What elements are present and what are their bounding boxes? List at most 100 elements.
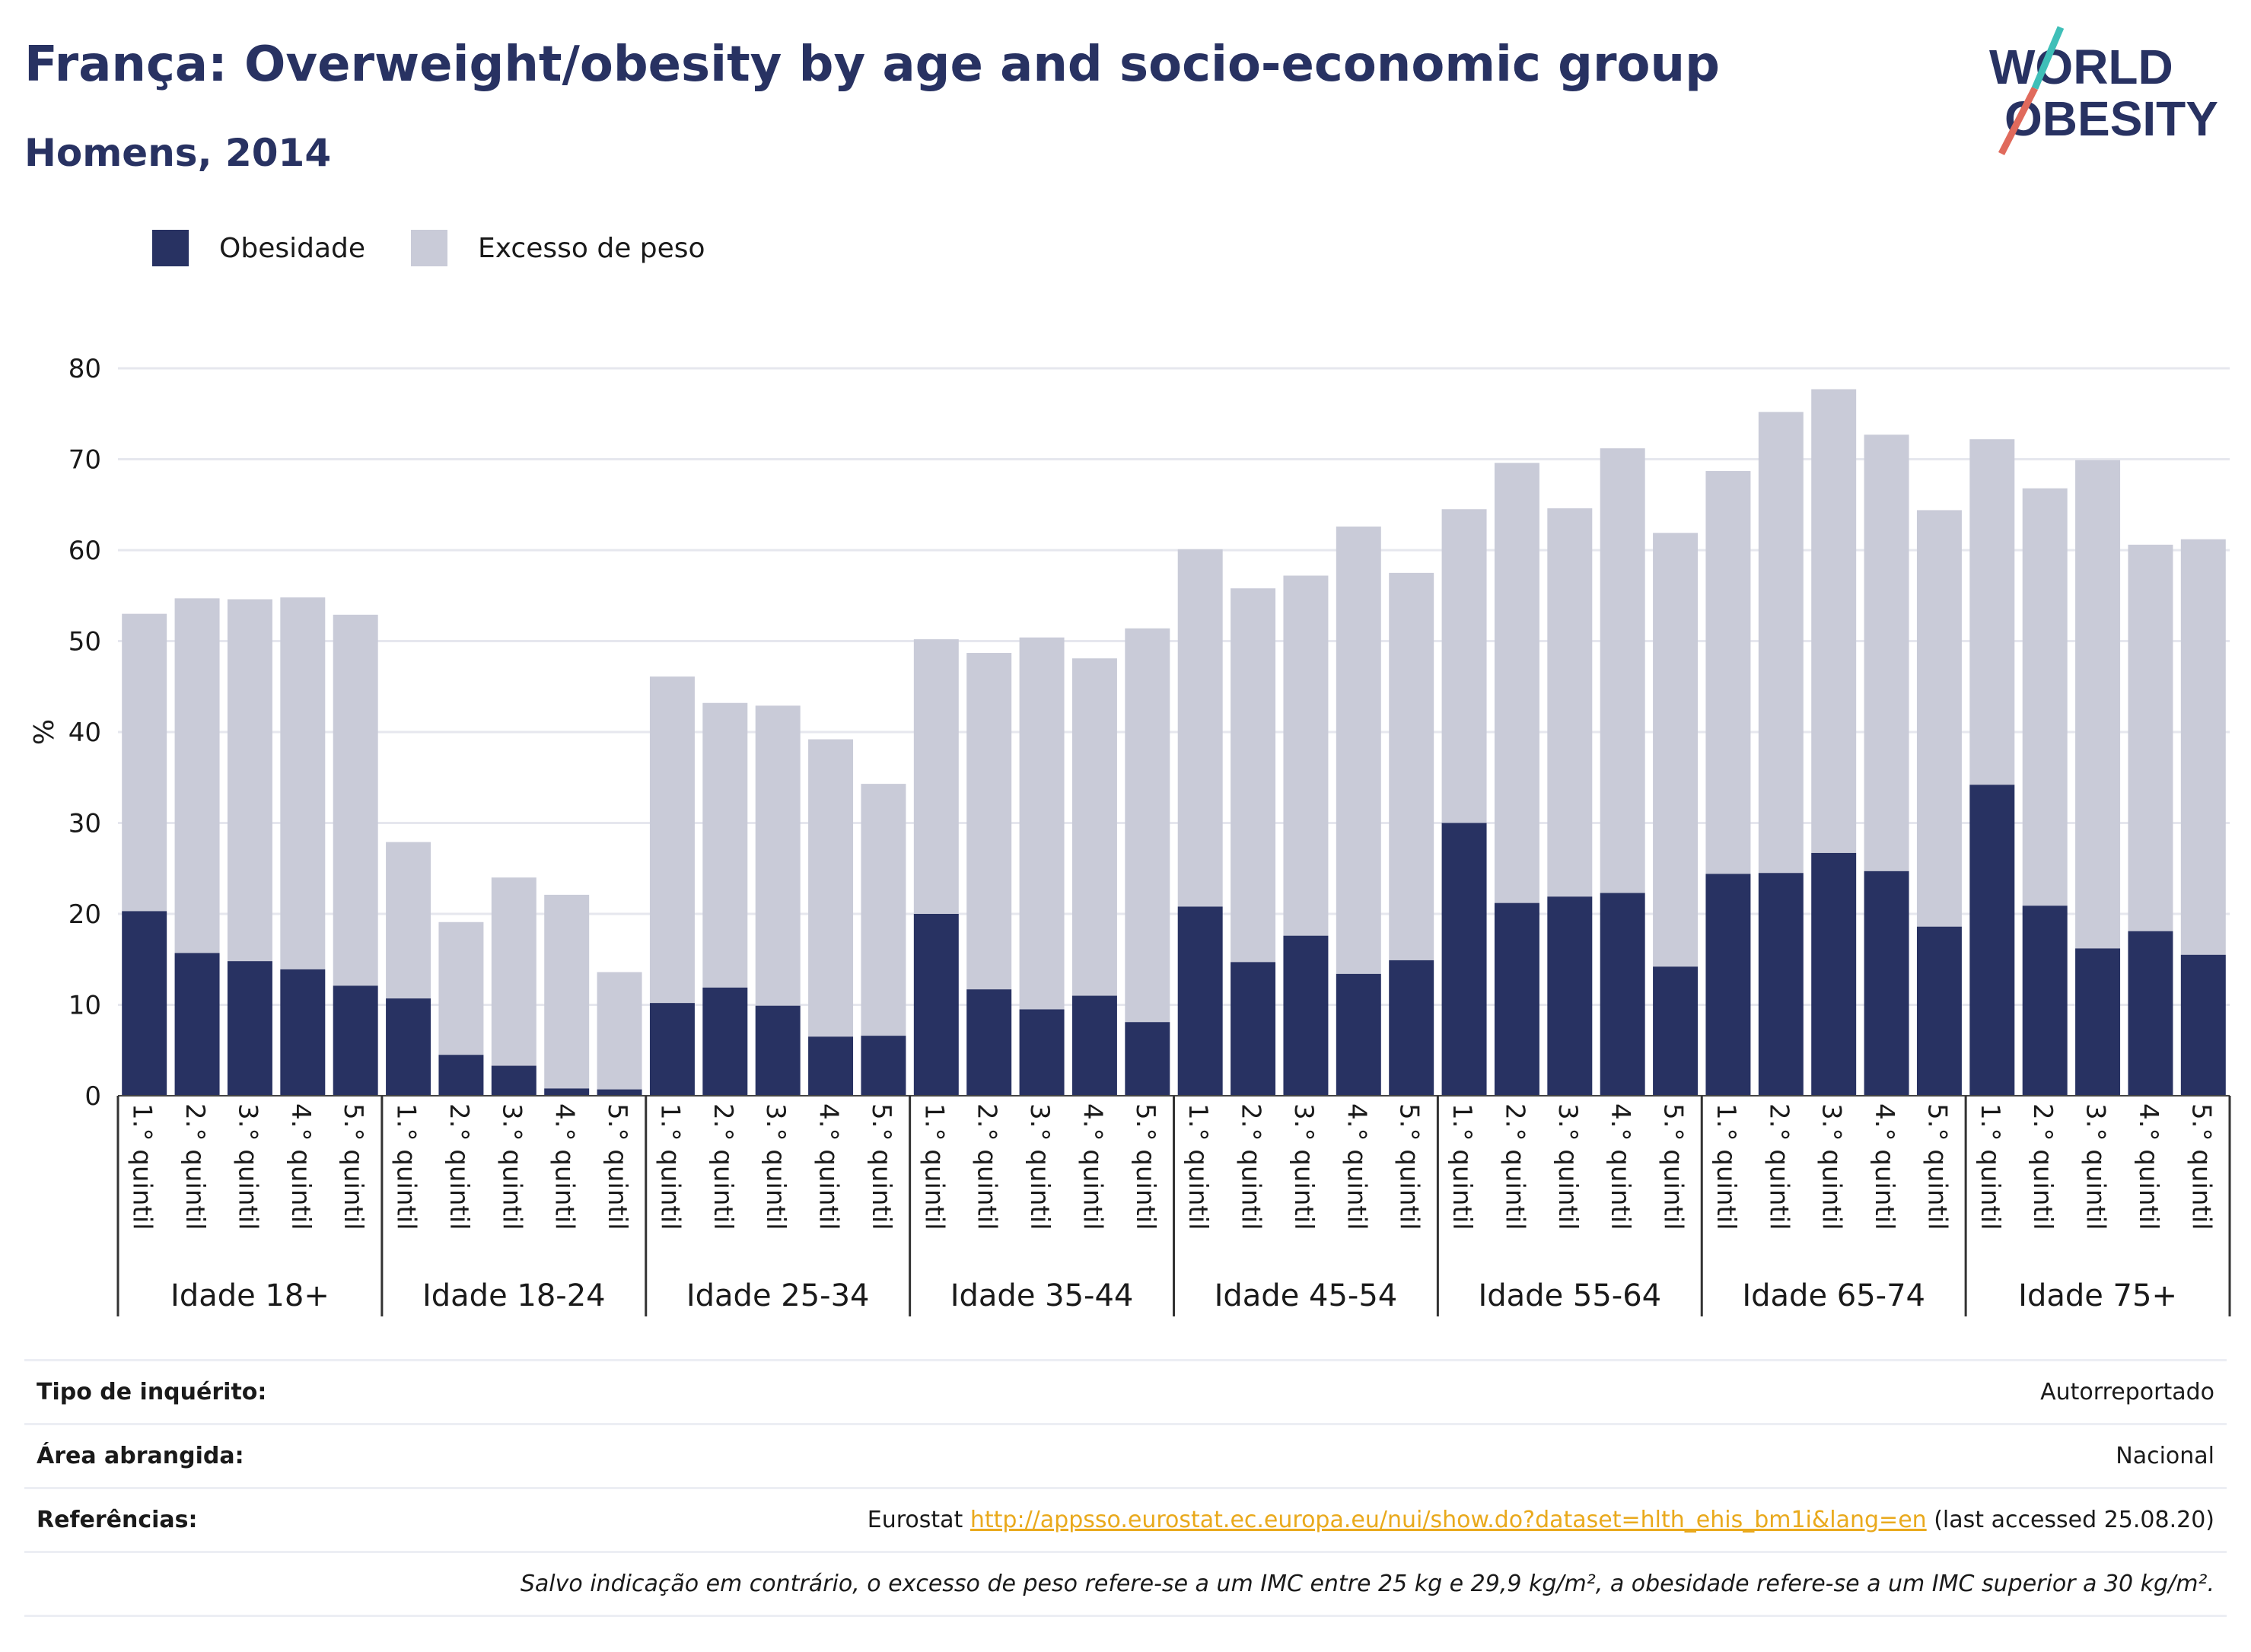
x-tick-label: 1.° quintil: [1975, 1103, 2005, 1230]
bar-obesity: [1600, 893, 1645, 1096]
group-label: Idade 55-64: [1478, 1278, 1661, 1313]
bar-overweight: [649, 676, 695, 1004]
bar-obesity: [2075, 948, 2121, 1096]
bar-obesity: [1019, 1009, 1065, 1096]
x-tick-label: 5.° quintil: [1921, 1103, 1952, 1230]
bar-obesity: [1071, 995, 1117, 1096]
bar-overweight: [808, 739, 854, 1037]
x-tick-label: 5.° quintil: [602, 1103, 632, 1230]
bar-obesity: [1494, 902, 1539, 1096]
x-tick-label: 5.° quintil: [2186, 1103, 2216, 1230]
references-link[interactable]: http://appsso.eurostat.ec.europa.eu/nui/…: [969, 1507, 1927, 1533]
y-tick-label: 30: [68, 809, 101, 839]
bar-overweight: [1916, 510, 1962, 927]
bar-overweight: [861, 784, 906, 1036]
definition-note: Salvo indicação em contrário, o excesso …: [520, 1571, 2214, 1597]
x-tick-label: 1.° quintil: [919, 1103, 949, 1230]
group-label: Idade 35-44: [950, 1278, 1134, 1313]
bar-overweight: [1125, 628, 1170, 1023]
bar-obesity: [966, 989, 1012, 1096]
references-suffix: (last accessed 25.08.20): [1934, 1507, 2214, 1533]
bar-obesity: [1177, 906, 1223, 1096]
group-label: Idade 18-24: [422, 1278, 606, 1313]
bar-overweight: [544, 894, 590, 1089]
bar-overweight: [333, 614, 378, 986]
bar-overweight: [2180, 539, 2226, 955]
bar-overweight: [174, 598, 220, 953]
group-label: Idade 45-54: [1215, 1278, 1398, 1313]
bar-overweight: [1653, 533, 1699, 967]
bar-obesity: [1441, 823, 1487, 1096]
bar-overweight: [1177, 549, 1223, 907]
bar-obesity: [1231, 962, 1276, 1096]
x-tick-label: 1.° quintil: [127, 1103, 158, 1230]
references-prefix: Eurostat: [867, 1507, 963, 1533]
bar-obesity: [122, 911, 167, 1096]
bar-obesity: [1547, 896, 1593, 1096]
bar-obesity: [438, 1055, 484, 1096]
group-label: Idade 18+: [170, 1278, 330, 1313]
world-obesity-logo: WORLD OBESITY: [1989, 26, 2218, 156]
x-tick-label: 2.° quintil: [180, 1103, 210, 1230]
bar-overweight: [1758, 412, 1804, 874]
bar-obesity: [1653, 966, 1699, 1096]
bar-obesity: [702, 987, 748, 1096]
stacked-bar-chart: 0 10 20 30 40 50 60 70 80% 1.° quintil 2.° quintil…: [29, 354, 2231, 1316]
logo-line1: WORLD: [1989, 40, 2173, 94]
bar-obesity: [1916, 926, 1962, 1096]
x-tick-label: 5.° quintil: [1658, 1103, 1689, 1230]
bar-obesity: [2022, 906, 2068, 1096]
bar-overweight: [1705, 471, 1751, 874]
bar-obesity: [808, 1036, 854, 1096]
x-tick-label: 5.° quintil: [1394, 1103, 1425, 1230]
bar-obesity: [386, 998, 431, 1096]
bar-overweight: [491, 877, 536, 1066]
x-tick-label: 3.° quintil: [1816, 1103, 1847, 1230]
x-tick-label: 1.° quintil: [391, 1103, 422, 1230]
chart-subtitle: Homens, 2014: [24, 131, 332, 175]
bar-overweight: [1547, 508, 1593, 897]
references-label: Referências:: [37, 1507, 198, 1533]
bar-overweight: [438, 921, 484, 1055]
x-tick-label: 3.° quintil: [1552, 1103, 1583, 1230]
y-tick-label: 40: [68, 718, 101, 748]
bar-obesity: [1758, 873, 1804, 1096]
info-row-note: Salvo indicação em contrário, o excesso …: [24, 1551, 2227, 1617]
bar-obesity: [1705, 874, 1751, 1096]
bar-obesity: [1389, 960, 1434, 1096]
bar-overweight: [1389, 572, 1434, 960]
x-tick-label: 2.° quintil: [1763, 1103, 1794, 1230]
bar-obesity: [280, 969, 326, 1096]
y-tick-label: 80: [68, 354, 101, 384]
bar-overweight: [1231, 588, 1276, 963]
x-tick-label: 3.° quintil: [232, 1103, 263, 1230]
survey-value: Autorreportado: [2040, 1379, 2214, 1405]
x-tick-label: 1.° quintil: [1711, 1103, 1741, 1230]
y-axis-label: %: [29, 719, 60, 745]
info-row-survey: Tipo de inquérito: Autorreportado: [24, 1359, 2227, 1423]
x-tick-label: 2.° quintil: [708, 1103, 738, 1230]
info-row-references: Referências: Eurostat http://appsso.euro…: [24, 1487, 2227, 1551]
bar-overweight: [597, 972, 642, 1090]
x-tick-label: 2.° quintil: [444, 1103, 474, 1230]
info-table: Tipo de inquérito: Autorreportado Área a…: [24, 1359, 2227, 1617]
x-tick-label: 2.° quintil: [2027, 1103, 2058, 1230]
bar-overweight: [1336, 526, 1381, 974]
bar-obesity: [1811, 852, 1857, 1096]
logo-line2: OBESITY: [2004, 91, 2218, 146]
x-tick-label: 3.° quintil: [2081, 1103, 2111, 1230]
bar-obesity: [333, 985, 378, 1096]
bar-obesity: [491, 1065, 536, 1096]
legend-swatch-obesity: [152, 230, 189, 266]
bar-obesity: [755, 1005, 801, 1096]
area-label: Área abrangida:: [37, 1443, 244, 1469]
group-label: Idade 75+: [2018, 1278, 2177, 1313]
y-tick-label: 10: [68, 991, 101, 1021]
x-tick-label: 4.° quintil: [1077, 1103, 1107, 1230]
y-tick-label: 20: [68, 899, 101, 930]
logo-slash-teal: [2031, 26, 2065, 90]
bar-obesity: [1864, 871, 1909, 1096]
survey-label: Tipo de inquérito:: [37, 1379, 267, 1405]
area-value: Nacional: [2116, 1443, 2214, 1469]
bar-obesity: [861, 1036, 906, 1096]
